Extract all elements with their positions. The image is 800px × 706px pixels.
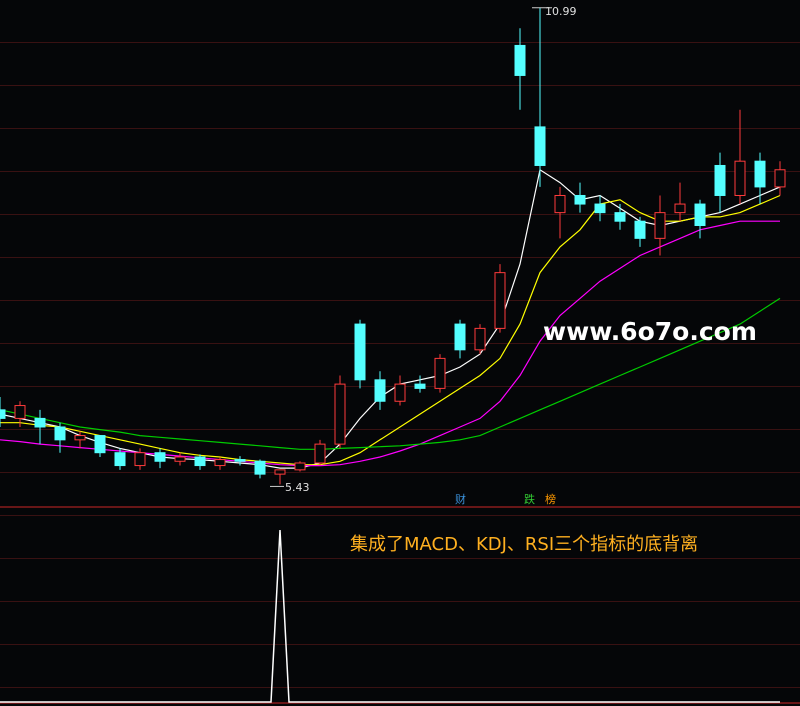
candle-body bbox=[774, 169, 786, 188]
candle-body bbox=[654, 212, 666, 239]
candle-body bbox=[274, 469, 286, 475]
candle-body bbox=[634, 220, 646, 239]
candle-body bbox=[154, 452, 166, 462]
candle-body bbox=[34, 417, 46, 428]
candle-body bbox=[334, 383, 346, 445]
candle-body bbox=[174, 456, 186, 462]
candle-body bbox=[294, 462, 306, 471]
candle-body bbox=[214, 459, 226, 467]
ma-line bbox=[0, 168, 781, 469]
candle-body bbox=[454, 323, 466, 351]
candle-body bbox=[394, 383, 406, 402]
candle-body bbox=[194, 456, 206, 467]
candle-body bbox=[254, 460, 266, 475]
annotation: 集成了MACD、KDJ、RSI三个指标的底背离 bbox=[350, 534, 698, 555]
candle-body bbox=[414, 383, 426, 389]
candle-body bbox=[554, 194, 566, 214]
badge: 跌 bbox=[524, 492, 535, 506]
watermark: www.6o7o.com bbox=[543, 317, 757, 346]
candle-body bbox=[734, 160, 746, 196]
candle-body bbox=[514, 44, 526, 76]
min-price-label: 5.43 bbox=[285, 481, 310, 494]
candle-body bbox=[674, 203, 686, 214]
candle-body bbox=[314, 443, 326, 464]
candle-body bbox=[434, 357, 446, 389]
candle-body bbox=[474, 327, 486, 351]
candle-body bbox=[134, 452, 146, 467]
candle-body bbox=[234, 459, 246, 462]
candle-body bbox=[694, 203, 706, 226]
candle-body bbox=[74, 435, 86, 441]
candle-body bbox=[14, 405, 26, 419]
ma-line bbox=[0, 194, 781, 466]
candle-body bbox=[54, 426, 66, 441]
candle-body bbox=[94, 435, 106, 454]
candle-body bbox=[594, 203, 606, 214]
ma-line bbox=[0, 297, 781, 450]
candle-body bbox=[114, 452, 126, 467]
candle-body bbox=[0, 409, 6, 419]
indicator-line bbox=[0, 529, 780, 703]
candle-body bbox=[574, 194, 586, 205]
badge: 财 bbox=[455, 492, 466, 506]
ma-line bbox=[0, 220, 780, 467]
candle-body bbox=[754, 160, 766, 188]
candle-body bbox=[614, 212, 626, 222]
candle-body bbox=[714, 164, 726, 196]
max-price-label: 10.99 bbox=[545, 5, 577, 18]
badge: 榜 bbox=[545, 492, 556, 506]
candle-body bbox=[494, 272, 506, 329]
candle-body bbox=[374, 379, 386, 402]
candle-body bbox=[534, 126, 546, 166]
candle-body bbox=[354, 323, 366, 381]
